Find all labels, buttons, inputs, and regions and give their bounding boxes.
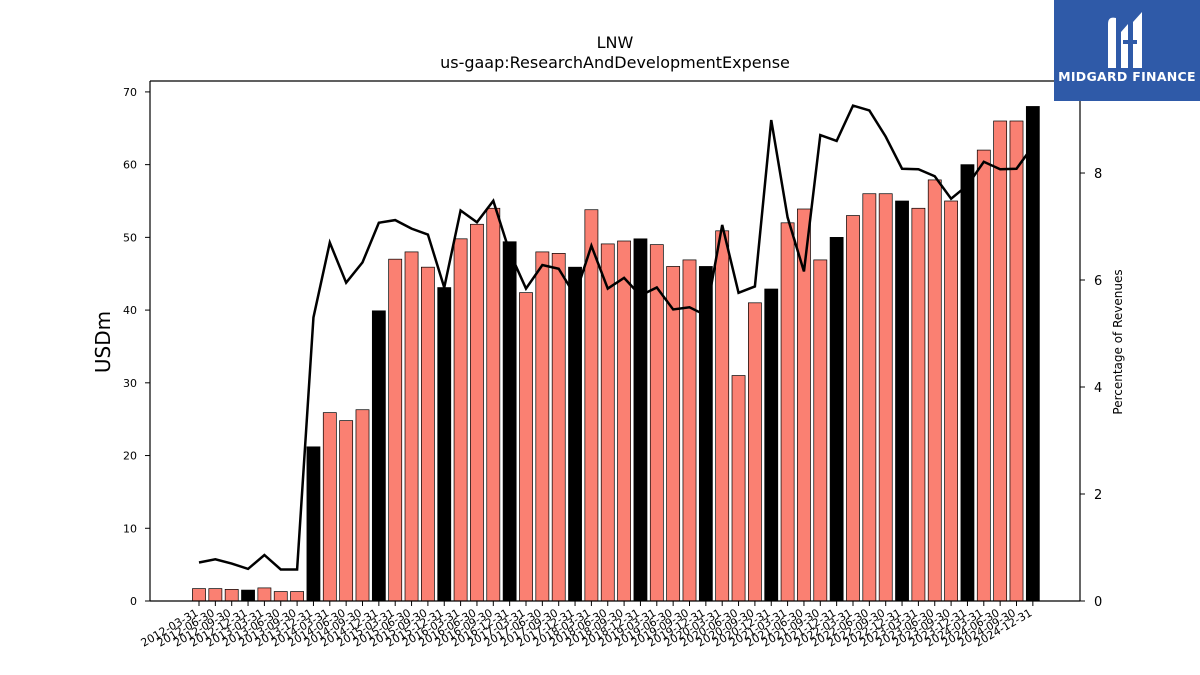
bar-2018-03-31 <box>584 209 599 602</box>
y-tick-label: 60 <box>123 159 137 172</box>
bar-2013-03-31 <box>257 587 272 602</box>
bar-2015-06-30 <box>404 251 419 602</box>
bar-2021-12-31 <box>829 237 844 602</box>
bar-2022-06-30 <box>862 193 877 602</box>
percentage-of-revenues-line <box>198 104 1034 571</box>
bar-2019-03-31 <box>649 244 664 602</box>
brand-name: MIDGARD FINANCE <box>1058 69 1196 84</box>
bar-2016-12-31 <box>502 241 517 602</box>
y-tick-label: 40 <box>123 304 137 317</box>
midgard-logo-icon <box>1108 12 1142 69</box>
bar-2014-09-30 <box>355 409 370 602</box>
y-tick-label: 30 <box>123 377 137 390</box>
bar-2017-12-31 <box>568 266 582 602</box>
bar-2016-03-31 <box>453 238 468 602</box>
bar-2024-03-31 <box>976 149 991 602</box>
bar-2021-09-30 <box>813 259 828 602</box>
bar-2019-09-30 <box>682 259 697 602</box>
bar-2013-09-30 <box>290 591 304 602</box>
axes-group: 010203040506070024682012-03-312012-06-30… <box>123 80 1102 650</box>
bar-2016-09-30 <box>486 207 501 602</box>
bar-2024-12-31 <box>1025 106 1040 602</box>
y2-tick-label: 8 <box>1094 167 1102 182</box>
y2-axis-label: Percentage of Revenues <box>1111 269 1125 414</box>
bar-2024-09-30 <box>1009 120 1024 602</box>
bar-2012-03-31 <box>192 588 206 602</box>
chart-subtitle: us-gaap:ResearchAndDevelopmentExpense <box>440 53 790 72</box>
bar-2021-03-31 <box>780 222 795 602</box>
bar-2020-12-31 <box>764 288 779 602</box>
chart-title: LNW <box>597 33 634 52</box>
bar-2022-03-31 <box>846 215 860 602</box>
y-tick-label: 0 <box>130 595 137 608</box>
bar-2013-06-30 <box>273 591 288 602</box>
bar-2024-06-30 <box>993 120 1008 602</box>
y-tick-label: 70 <box>123 86 137 99</box>
y-tick-label: 50 <box>123 231 137 244</box>
bar-2023-06-30 <box>927 179 942 602</box>
bar-2012-09-30 <box>224 589 239 602</box>
bar-2013-12-31 <box>306 446 321 602</box>
y2-tick-label: 0 <box>1094 595 1102 610</box>
brand-logo: MIDGARD FINANCE <box>1054 0 1200 101</box>
bar-2020-06-30 <box>731 375 746 602</box>
bar-2016-06-30 <box>470 223 484 602</box>
bar-2015-12-31 <box>437 287 452 602</box>
bar-2017-09-30 <box>551 253 566 602</box>
y2-tick-label: 2 <box>1094 488 1102 503</box>
bar-2022-09-30 <box>878 193 893 602</box>
bar-2019-06-30 <box>666 266 681 602</box>
bar-2022-12-31 <box>895 200 909 602</box>
bar-2014-12-31 <box>371 310 386 602</box>
bar-2018-06-30 <box>600 243 615 602</box>
bar-2014-03-31 <box>322 412 337 602</box>
bars-group <box>192 106 1040 602</box>
bar-2018-09-30 <box>617 240 631 602</box>
y-tick-label: 10 <box>123 522 137 535</box>
bar-2023-09-30 <box>944 200 958 602</box>
bar-2020-09-30 <box>748 302 762 602</box>
bar-2023-03-31 <box>911 207 926 602</box>
y2-tick-label: 4 <box>1094 381 1102 396</box>
bar-2012-12-31 <box>241 589 255 602</box>
bar-2015-03-31 <box>388 258 403 602</box>
bar-2014-06-30 <box>339 420 354 602</box>
y-axis-label: USDm <box>91 311 115 373</box>
bar-2012-06-30 <box>208 588 223 602</box>
bar-2015-09-30 <box>421 266 435 602</box>
bar-2017-03-31 <box>519 292 533 602</box>
bar-2020-03-31 <box>715 230 730 602</box>
bar-2023-12-31 <box>960 164 975 602</box>
y-tick-label: 20 <box>123 450 137 463</box>
bar-2017-06-30 <box>535 251 550 602</box>
y2-tick-label: 6 <box>1094 274 1102 289</box>
